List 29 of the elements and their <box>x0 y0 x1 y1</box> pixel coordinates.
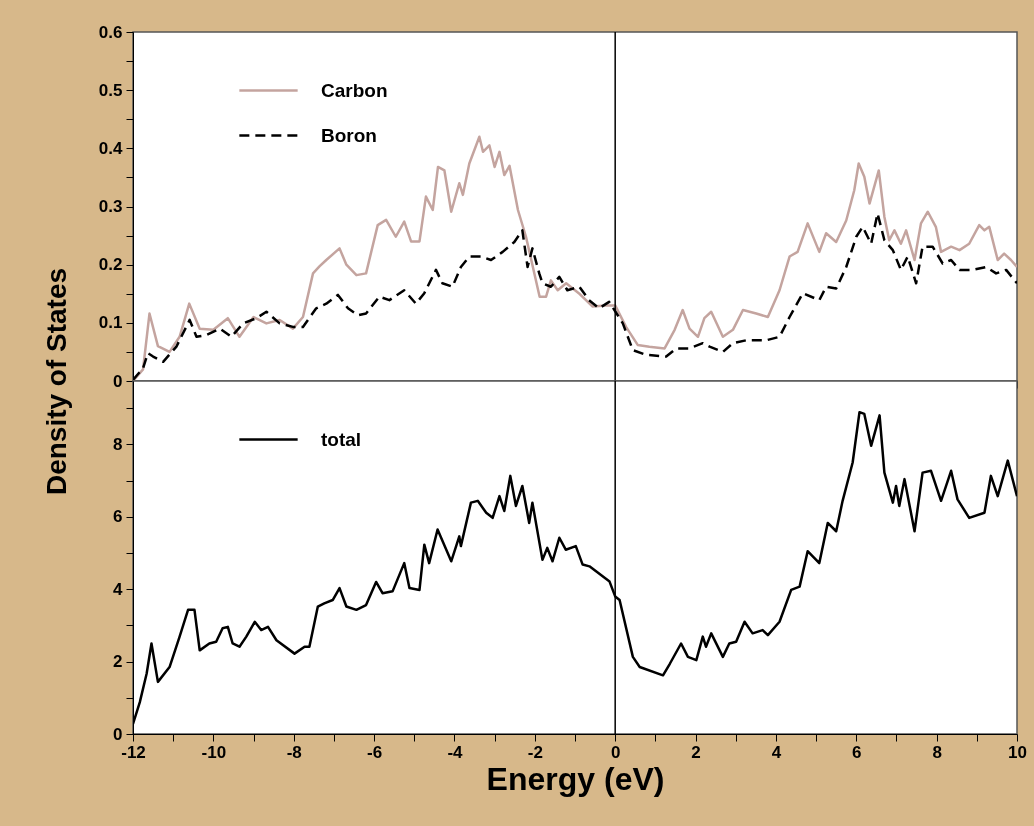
x-tick-label: -4 <box>447 742 464 762</box>
x-tick-label: 8 <box>932 742 942 762</box>
x-tick-label: -12 <box>121 742 146 762</box>
x-tick-label: 0 <box>610 742 621 762</box>
legend-label: Carbon <box>321 79 388 101</box>
x-tick-label: -8 <box>286 742 302 762</box>
y-tick-label: 0 <box>113 371 123 391</box>
x-tick-label: 2 <box>691 742 701 762</box>
y-tick-label: 0.1 <box>98 313 123 333</box>
x-axis-title: Energy (eV) <box>486 760 665 797</box>
y-tick-label: 0.4 <box>98 138 124 158</box>
y-tick-label: 4 <box>113 579 124 599</box>
y-tick-label: 0.6 <box>98 22 123 42</box>
x-tick-label: 4 <box>771 742 782 762</box>
y-tick-label: 0.5 <box>98 80 123 100</box>
legend-label: Boron <box>321 124 377 146</box>
x-tick-label: -10 <box>201 742 227 762</box>
x-tick-label: -2 <box>527 742 543 762</box>
y-tick-label: 8 <box>113 434 123 454</box>
y-tick-label: 0.2 <box>98 255 123 275</box>
x-tick-label: -6 <box>367 742 383 762</box>
y-tick-label: 2 <box>113 652 123 672</box>
y-tick-label: 6 <box>113 507 123 527</box>
x-tick-label: 6 <box>852 742 862 762</box>
y-tick-label: 0 <box>113 724 123 744</box>
x-tick-label: 10 <box>1008 742 1027 762</box>
y-tick-label: 0.3 <box>98 197 123 216</box>
legend-label: total <box>321 428 362 450</box>
y-axis-title: Density of States <box>40 267 72 496</box>
